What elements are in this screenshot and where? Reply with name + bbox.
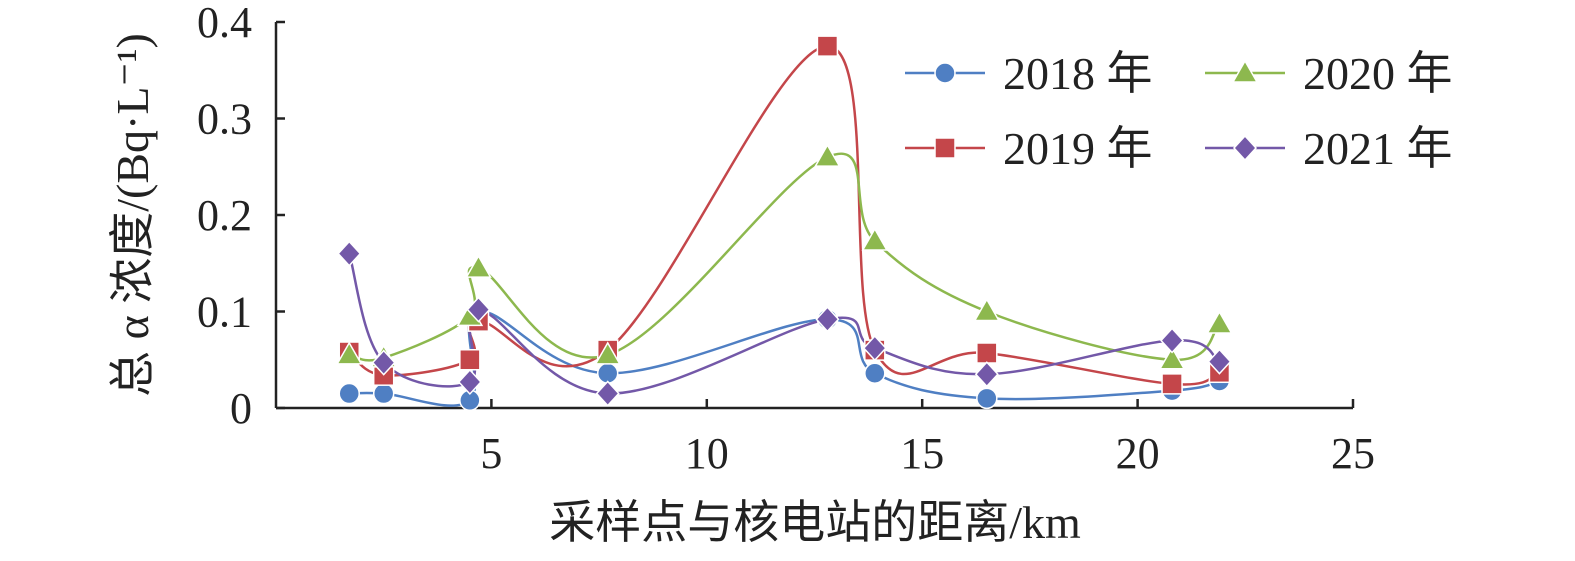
data-point-circle — [338, 382, 360, 405]
y-tick-label: 0.3 — [197, 95, 252, 144]
data-point-circle — [864, 362, 886, 385]
legend-label: 2020 年 — [1303, 48, 1453, 99]
x-tick-label: 10 — [685, 429, 729, 478]
x-tick-label: 20 — [1116, 429, 1160, 478]
y-tick-label: 0.2 — [197, 191, 252, 240]
data-point-triangle — [814, 143, 841, 167]
axes — [274, 22, 1353, 410]
x-tick-label: 5 — [480, 429, 502, 478]
data-point-square — [976, 342, 998, 364]
legend-label: 2018 年 — [1003, 48, 1153, 99]
data-point-circle — [372, 382, 395, 405]
x-tick-label: 25 — [1331, 429, 1375, 478]
data-point-diamond — [1207, 348, 1232, 375]
ticks: 5 10 15 20 25 0 0.1 0.2 0.3 0.4 — [197, 0, 1375, 478]
data-point-square — [1161, 373, 1183, 395]
data-point-diamond — [466, 296, 491, 323]
legend-item: 2018 年 — [905, 48, 1153, 99]
y-tick-label: 0 — [230, 384, 252, 433]
x-axis-title: 采样点与核电站的距离/km — [549, 497, 1081, 548]
legend-item: 2019 年 — [905, 123, 1153, 174]
series-line-4 — [348, 253, 1221, 395]
legend-item: 2021 年 — [1205, 123, 1453, 174]
legend-marker-circle — [934, 62, 956, 84]
y-axis-title: 总 α 浓度/(Bq·L⁻¹) — [107, 33, 158, 397]
data-point-diamond — [371, 349, 396, 376]
data-point-diamond — [815, 306, 840, 333]
data-point-diamond — [862, 335, 887, 362]
y-tick-label: 0.1 — [197, 288, 252, 337]
data-point-square — [459, 349, 481, 371]
legend-marker-diamond — [1232, 134, 1258, 162]
legend: 2018 年 2019 年 2020 年 2021 年 — [905, 48, 1453, 174]
data-point-triangle — [335, 341, 363, 365]
legend-marker-square — [934, 137, 956, 159]
data-point-triangle — [861, 227, 889, 251]
data-point-diamond — [1160, 327, 1185, 354]
data-point-triangle — [594, 341, 622, 365]
data-point-diamond — [457, 368, 482, 396]
data-point-diamond — [337, 240, 362, 267]
y-tick-label: 0.4 — [197, 0, 252, 47]
series-markers — [335, 35, 1233, 412]
legend-label: 2021 年 — [1303, 123, 1453, 174]
data-point-triangle — [1158, 346, 1186, 370]
legend-label: 2019 年 — [1003, 123, 1153, 174]
data-point-triangle — [1206, 310, 1233, 334]
data-point-circle — [596, 362, 619, 385]
data-point-square — [816, 35, 839, 57]
data-point-diamond — [595, 380, 620, 407]
data-point-triangle — [973, 297, 1001, 322]
legend-marker-triangle — [1231, 59, 1259, 83]
data-point-diamond — [974, 361, 999, 388]
legend-item: 2020 年 — [1205, 48, 1453, 99]
data-point-circle — [976, 387, 998, 410]
x-tick-label: 15 — [900, 429, 944, 478]
data-point-triangle — [465, 254, 492, 278]
